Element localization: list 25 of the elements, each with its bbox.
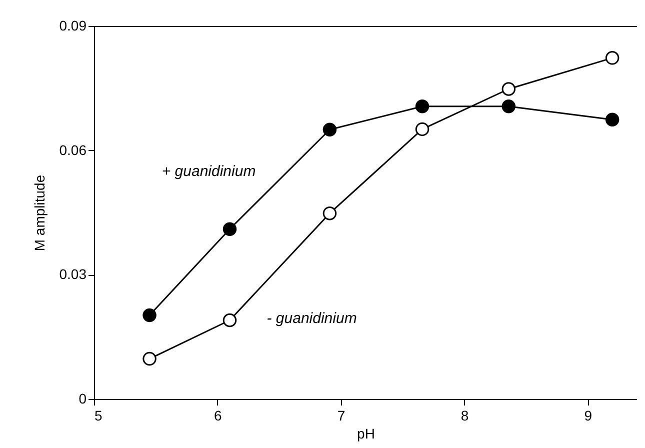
point bbox=[322, 122, 337, 136]
point bbox=[605, 112, 620, 127]
x-tick-label: 7 bbox=[337, 408, 346, 424]
y-tick-label: 0.06 bbox=[59, 142, 87, 158]
series-label: - guanidinium bbox=[266, 310, 357, 328]
point bbox=[322, 206, 337, 220]
x-tick-label: 8 bbox=[460, 408, 469, 424]
point bbox=[502, 100, 516, 114]
point bbox=[502, 82, 516, 96]
x-axis-title: pH bbox=[357, 426, 375, 442]
y-axis-title: M amplitude bbox=[31, 174, 48, 252]
y-tick-label: 0.03 bbox=[59, 266, 87, 282]
point bbox=[605, 51, 620, 65]
x-tick-label: 5 bbox=[94, 408, 102, 424]
point bbox=[415, 122, 430, 136]
point bbox=[222, 222, 237, 236]
y-tick-label: 0.09 bbox=[59, 18, 87, 34]
series-label: + guanidinium bbox=[162, 163, 256, 180]
point bbox=[222, 313, 237, 328]
x-tick-label: 6 bbox=[214, 408, 222, 424]
x-tick-label: 9 bbox=[584, 408, 592, 424]
point bbox=[142, 352, 156, 366]
y-tick-label: 0 bbox=[78, 390, 87, 406]
point bbox=[415, 100, 430, 114]
point bbox=[142, 308, 156, 322]
